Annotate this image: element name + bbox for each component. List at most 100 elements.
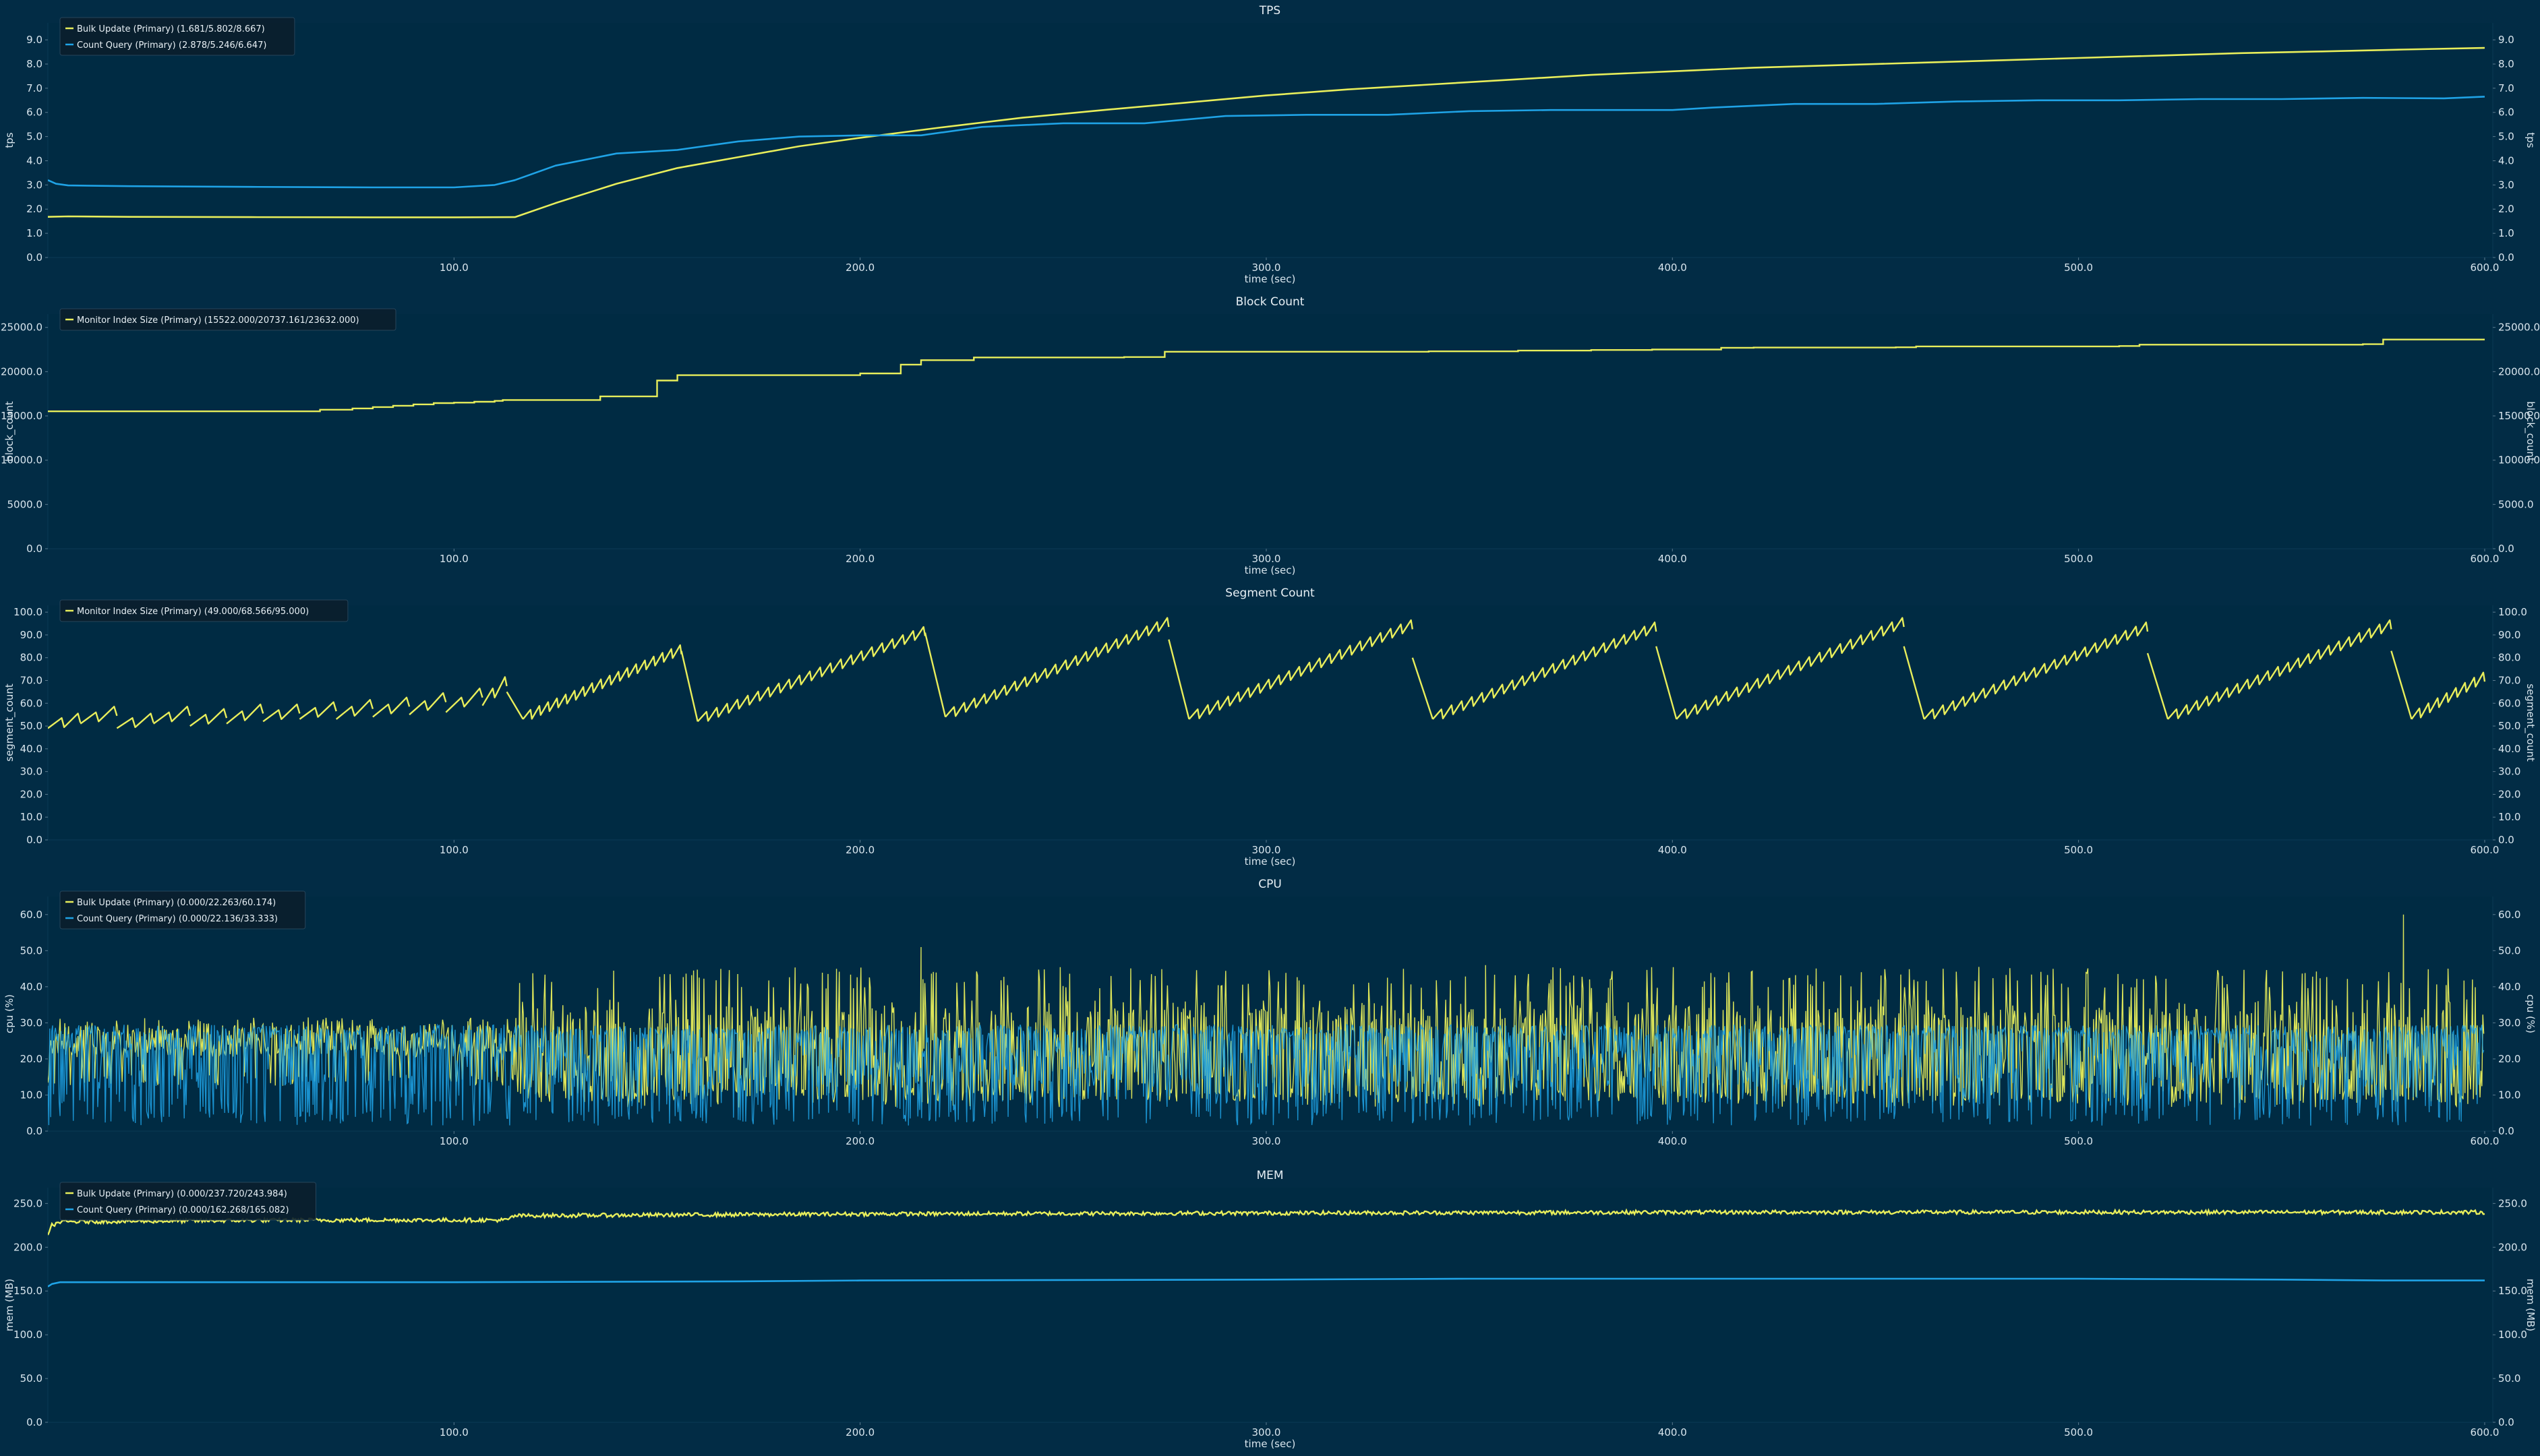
y-tick-label: 0.0 <box>26 1125 42 1137</box>
right-y-tick-label: 50.0 <box>2498 944 2520 957</box>
legend-entry: Bulk Update (Primary) (0.000/22.263/60.1… <box>77 898 276 908</box>
sawtooth-segment <box>1923 621 2149 720</box>
y-tick-label: 40.0 <box>20 981 42 993</box>
x-tick-label: 100.0 <box>440 553 469 565</box>
legend-entry: Monitor Index Size (Primary) (15522.000/… <box>77 315 359 326</box>
y-tick-label: 0.0 <box>26 251 42 264</box>
x-axis-label: time (sec) <box>1245 564 1296 576</box>
right-y-axis-label: cpu (%) <box>2524 994 2537 1033</box>
series-line-0 <box>48 338 2485 413</box>
series-group <box>48 914 2485 1126</box>
right-y-tick-label: 10000.0 <box>2498 454 2540 466</box>
legend-box <box>59 1182 316 1221</box>
x-tick-label: 200.0 <box>846 844 875 856</box>
x-tick-label: 200.0 <box>846 553 875 565</box>
chart-panel-tps: TPS 0.0 0.0 1.0 1.0 2.0 2.0 3.0 3.0 4.0 4.0 5.0 5.0 6… <box>0 0 2540 291</box>
x-tick-label: 100.0 <box>440 262 469 274</box>
right-y-tick-label: 8.0 <box>2498 58 2514 70</box>
y-tick-label: 60.0 <box>20 697 42 709</box>
x-tick-label: 500.0 <box>2064 1135 2093 1147</box>
x-tick-label: 600.0 <box>2470 262 2499 274</box>
right-y-tick-label: 30.0 <box>2498 1017 2520 1029</box>
sawtooth-segment <box>1903 646 1925 720</box>
sawtooth-segment <box>262 703 301 723</box>
sawtooth-segment <box>1676 617 1905 720</box>
y-tick-label: 10.0 <box>20 1089 42 1101</box>
y-tick-label: 20.0 <box>20 788 42 800</box>
x-tick-label: 500.0 <box>2064 1426 2093 1438</box>
y-tick-label: 30.0 <box>20 766 42 778</box>
legend: Bulk Update (Primary) (0.000/22.263/60.1… <box>59 890 306 930</box>
sawtooth-segment <box>1188 619 1413 720</box>
legend-box <box>59 17 295 56</box>
right-y-tick-label: 0.0 <box>2498 251 2514 264</box>
x-axis-label: time (sec) <box>1245 855 1296 868</box>
y-axis-label: tps <box>3 132 16 148</box>
legend-box <box>59 308 396 331</box>
right-y-tick-label: 0.0 <box>2498 834 2514 846</box>
chart-panel-cpu: CPU 0.0 0.0 10.0 10.0 20.0 20.0 30.0 30.0 40.0 40.… <box>0 874 2540 1165</box>
series-line-1 <box>48 1277 2485 1287</box>
y-tick-label: 4.0 <box>26 154 42 166</box>
right-y-axis-label: block_count <box>2524 401 2537 462</box>
legend-entry: Bulk Update (Primary) (0.000/237.720/243… <box>77 1189 287 1199</box>
y-tick-label: 50.0 <box>20 944 42 957</box>
x-tick-label: 300.0 <box>1252 1426 1281 1438</box>
y-tick-label: 3.0 <box>26 179 42 191</box>
y-tick-label: 0.0 <box>26 543 42 555</box>
y-tick-label: 10000.0 <box>1 454 42 466</box>
y-axis-label: block_count <box>3 401 16 462</box>
right-y-tick-label: 100.0 <box>2498 1329 2527 1341</box>
right-y-tick-label: 7.0 <box>2498 82 2514 94</box>
legend-box <box>59 599 349 622</box>
sawtooth-segment <box>945 617 1170 718</box>
legend: Bulk Update (Primary) (1.681/5.802/8.667… <box>59 17 295 56</box>
legend-box <box>59 890 306 930</box>
sawtooth-segment <box>1655 646 1678 720</box>
sawtooth-segment <box>152 706 191 725</box>
chart-panel-segment_count: Segment Count 0.0 0.0 10.0 10.0 20.0 20.0 30.0 3… <box>0 582 2540 874</box>
x-axis-label: time (sec) <box>1245 273 1296 285</box>
y-tick-label: 150.0 <box>13 1285 42 1297</box>
sawtooth-segment <box>924 632 947 717</box>
sawtooth-segment <box>299 701 337 720</box>
legend-entry: Count Query (Primary) (0.000/162.268/165… <box>77 1205 289 1215</box>
right-y-tick-label: 100.0 <box>2498 606 2527 618</box>
y-tick-label: 2.0 <box>26 203 42 215</box>
right-y-tick-label: 60.0 <box>2498 697 2520 709</box>
plot-area <box>48 314 2493 549</box>
right-y-tick-label: 9.0 <box>2498 34 2514 46</box>
sawtooth-segment <box>2167 619 2392 720</box>
y-axis-label: segment_count <box>3 684 16 762</box>
y-tick-label: 200.0 <box>13 1241 42 1253</box>
x-tick-label: 600.0 <box>2470 1135 2499 1147</box>
sawtooth-segment <box>1411 657 1434 720</box>
y-tick-label: 9.0 <box>26 34 42 46</box>
right-y-tick-label: 80.0 <box>2498 652 2520 664</box>
right-y-tick-label: 2.0 <box>2498 203 2514 215</box>
legend-entry: Count Query (Primary) (2.878/5.246/6.647… <box>77 40 266 51</box>
x-tick-label: 500.0 <box>2064 844 2093 856</box>
chart-title: MEM <box>1256 1169 1283 1182</box>
y-tick-label: 60.0 <box>20 909 42 921</box>
y-tick-label: 8.0 <box>26 58 42 70</box>
y-tick-label: 100.0 <box>13 1329 42 1341</box>
right-y-tick-label: 6.0 <box>2498 107 2514 119</box>
x-tick-label: 200.0 <box>846 1135 875 1147</box>
chart-panel-mem: MEM 0.0 0.0 50.0 50.0 100.0 100.0 150.0 150.0 200… <box>0 1165 2540 1456</box>
x-tick-label: 400.0 <box>1658 1135 1687 1147</box>
chart-title: TPS <box>1259 4 1280 18</box>
sawtooth-segment <box>1431 621 1657 720</box>
right-y-tick-label: 1.0 <box>2498 227 2514 239</box>
y-tick-label: 90.0 <box>20 629 42 641</box>
x-axis-label: time (sec) <box>1245 1438 1296 1450</box>
x-tick-label: 200.0 <box>846 1426 875 1438</box>
sawtooth-segment <box>372 696 411 718</box>
right-y-tick-label: 0.0 <box>2498 1125 2514 1137</box>
x-tick-label: 300.0 <box>1252 262 1281 274</box>
right-y-axis-label: segment_count <box>2524 684 2537 762</box>
sawtooth-segment <box>680 650 699 722</box>
x-tick-label: 200.0 <box>846 262 875 274</box>
sawtooth-segment <box>48 712 82 729</box>
y-tick-label: 70.0 <box>20 674 42 686</box>
